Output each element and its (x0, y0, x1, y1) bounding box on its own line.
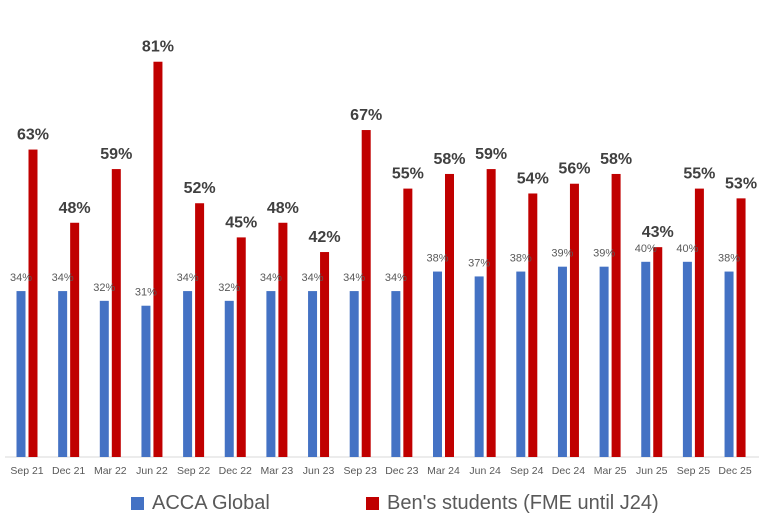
x-tick-label: Dec 25 (718, 465, 751, 477)
x-tick-label: Jun 25 (636, 465, 668, 477)
data-label-acca-global: 34% (385, 272, 407, 284)
data-label-bens-students: 48% (59, 200, 91, 217)
bar-bens-students (278, 222, 288, 457)
bar-bens-students (611, 173, 621, 457)
x-tick-label: Jun 24 (469, 465, 501, 477)
bar-acca-global (349, 291, 359, 457)
x-tick-label: Sep 23 (344, 465, 377, 477)
data-label-acca-global: 34% (343, 272, 365, 284)
bar-acca-global (557, 266, 567, 457)
data-label-bens-students: 48% (267, 200, 299, 217)
legend: ACCA Global Ben's students (FME until J2… (0, 492, 764, 520)
legend-label: Ben's students (FME until J24) (387, 492, 659, 514)
data-label-acca-global: 39% (593, 248, 615, 260)
bar-bens-students (736, 198, 746, 458)
data-label-bens-students: 59% (475, 146, 507, 163)
x-tick-label: Dec 21 (52, 465, 85, 477)
bar-bens-students (195, 203, 205, 457)
bar-bens-students (70, 222, 80, 457)
x-tick-label: Dec 22 (219, 465, 252, 477)
data-label-bens-students: 42% (309, 229, 341, 246)
bar-acca-global (682, 261, 692, 457)
x-tick-label: Mar 24 (427, 465, 460, 477)
x-tick-label: Mar 25 (594, 465, 627, 477)
data-label-bens-students: 67% (350, 107, 382, 124)
data-label-acca-global: 34% (177, 272, 199, 284)
bar-acca-global (308, 291, 318, 457)
bar-bens-students (28, 149, 38, 457)
data-label-bens-students: 56% (558, 161, 590, 178)
bar-acca-global (391, 291, 401, 457)
x-tick-label: Mar 22 (94, 465, 127, 477)
data-label-bens-students: 58% (600, 151, 632, 168)
bar-bens-students (111, 169, 121, 457)
bar-bens-students (361, 130, 371, 458)
legend-item-bens-students: Ben's students (FME until J24) (366, 492, 659, 515)
x-tick-label: Sep 21 (10, 465, 43, 477)
data-label-acca-global: 31% (135, 287, 157, 299)
data-label-acca-global: 34% (302, 272, 324, 284)
data-label-bens-students: 55% (683, 166, 715, 183)
data-label-acca-global: 34% (52, 272, 74, 284)
bar-acca-global (433, 271, 442, 457)
bar-acca-global (141, 305, 151, 457)
bar-bens-students (569, 183, 579, 457)
data-label-bens-students: 54% (517, 170, 549, 187)
x-tick-label: Dec 24 (552, 465, 585, 477)
data-label-bens-students: 45% (225, 214, 257, 231)
data-label-acca-global: 34% (260, 272, 282, 284)
data-label-bens-students: 58% (433, 151, 465, 168)
data-label-bens-students: 59% (100, 146, 132, 163)
bar-acca-global (183, 291, 193, 457)
x-tick-label: Jun 23 (303, 465, 335, 477)
data-label-bens-students: 55% (392, 166, 424, 183)
data-label-bens-students: 52% (184, 180, 216, 197)
data-label-acca-global: 38% (718, 253, 740, 265)
bar-acca-global (474, 276, 484, 457)
bar-acca-global (266, 291, 276, 457)
x-tick-label: Sep 25 (677, 465, 710, 477)
legend-swatch-red (366, 497, 379, 510)
legend-item-acca-global: ACCA Global (131, 492, 270, 515)
data-label-bens-students: 81% (142, 39, 174, 56)
bar-bens-students (236, 237, 246, 457)
legend-swatch-blue (131, 497, 144, 510)
bar-bens-students (403, 188, 413, 457)
data-label-acca-global: 37% (468, 257, 490, 269)
bar-acca-global (58, 291, 68, 457)
bar-bens-students (153, 61, 163, 457)
x-tick-label: Dec 23 (385, 465, 418, 477)
bar-bens-students (445, 173, 454, 457)
legend-label: ACCA Global (152, 492, 270, 514)
data-label-bens-students: 53% (725, 175, 757, 192)
bar-acca-global (641, 261, 651, 457)
data-label-acca-global: 40% (676, 243, 698, 255)
x-tick-label: Jun 22 (136, 465, 168, 477)
bar-acca-global (99, 300, 109, 457)
data-label-bens-students: 43% (642, 224, 674, 241)
data-label-acca-global: 32% (218, 282, 240, 294)
data-label-acca-global: 38% (426, 253, 448, 265)
bar-acca-global (599, 266, 609, 457)
x-tick-label: Sep 24 (510, 465, 543, 477)
bar-acca-global (724, 271, 734, 457)
x-tick-label: Sep 22 (177, 465, 210, 477)
bar-acca-global (224, 300, 234, 457)
bar-bens-students (486, 169, 496, 457)
data-label-acca-global: 32% (93, 282, 115, 294)
data-label-acca-global: 38% (510, 253, 532, 265)
bar-chart: 34% 63% Sep 21 34% 48% Dec 21 32% 59% Mar 22 31% 8… (5, 39, 759, 477)
bar-acca-global (16, 291, 26, 457)
data-label-bens-students: 63% (17, 127, 49, 144)
data-label-acca-global: 40% (635, 243, 657, 255)
data-label-acca-global: 39% (551, 248, 573, 260)
bar-bens-students (694, 188, 704, 457)
bar-bens-students (653, 247, 663, 457)
data-label-acca-global: 34% (10, 272, 32, 284)
bar-bens-students (528, 193, 538, 458)
bar-bens-students (320, 252, 330, 457)
x-tick-label: Mar 23 (261, 465, 294, 477)
bar-acca-global (516, 271, 526, 457)
